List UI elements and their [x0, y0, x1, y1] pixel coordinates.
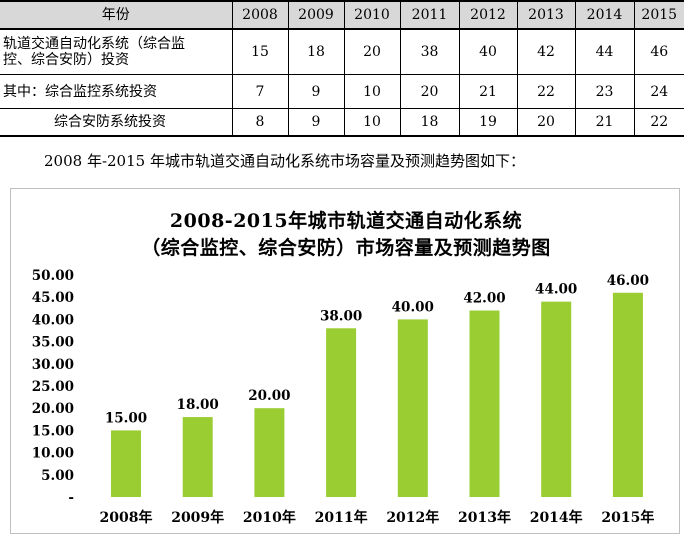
table-cell: 20	[399, 74, 460, 109]
x-tick-label: 2015年	[601, 509, 654, 526]
bar	[612, 292, 643, 497]
table-cell: 38	[399, 29, 460, 75]
bar	[182, 417, 213, 497]
x-tick-label: 2008年	[100, 509, 153, 526]
table-header-row: 年份 2008 2009 2010 2011 2012 2013 2014 20…	[0, 0, 684, 30]
table-cell: 20	[516, 108, 576, 137]
table-cell: 15	[231, 29, 289, 75]
data-label: 44.00	[535, 282, 577, 298]
table-cell: 7	[231, 74, 289, 109]
table-row-security: 综合安防系统投资 8 9 10 18 19 20 21 22	[0, 108, 684, 137]
y-tick-label: 45.00	[32, 290, 74, 306]
y-tick-label: 30.00	[32, 357, 74, 373]
bar	[111, 430, 141, 497]
y-tick-label: 40.00	[32, 312, 74, 328]
data-label: 40.00	[392, 299, 434, 315]
bar	[254, 408, 285, 497]
chart-subtitle: （综合监控、综合安防）市场容量及预测趋势图	[141, 237, 551, 259]
table-cell: 40	[458, 29, 518, 75]
table-cell: 20	[343, 29, 401, 75]
bar	[326, 328, 357, 497]
x-tick-label: 2011年	[315, 509, 368, 526]
table-cell: 9	[287, 74, 345, 109]
table-cell: 8	[231, 108, 289, 137]
header-year: 2009	[287, 0, 345, 30]
investment-table: 年份 2008 2009 2010 2011 2012 2013 2014 20…	[0, 0, 684, 137]
table-cell: 18	[399, 108, 460, 137]
table-cell: 23	[574, 74, 635, 109]
header-year: 2014	[574, 0, 635, 30]
row-label-security: 综合安防系统投资	[0, 108, 233, 137]
y-tick-label: 50.00	[32, 268, 74, 284]
table-cell: 9	[287, 108, 345, 137]
table-cell: 22	[516, 74, 576, 109]
x-tick-label: 2009年	[171, 509, 224, 526]
chart-plot-area: - 5.00 10.00 15.00 20.00 25.00 30.00 35.00 40.00…	[32, 268, 655, 526]
header-year-label: 年份	[0, 0, 233, 30]
y-tick-label: 20.00	[32, 401, 74, 417]
table-cell: 18	[287, 29, 345, 75]
x-tick-label: 2014年	[530, 509, 583, 526]
bar	[397, 319, 428, 497]
bar	[469, 310, 500, 497]
data-label: 42.00	[463, 291, 505, 307]
table-cell: 46	[633, 29, 684, 75]
data-label: 20.00	[248, 388, 290, 404]
row-label-line: 轨道交通自动化系统（综合监	[3, 36, 185, 52]
header-year: 2015	[633, 0, 684, 30]
header-year: 2013	[516, 0, 576, 30]
table-row-total: 轨道交通自动化系统（综合监 控、综合安防）投资 15 18 20 38 40 4…	[0, 29, 684, 75]
bar-chart: 2008-2015年城市轨道交通自动化系统 （综合监控、综合安防）市场容量及预测…	[10, 188, 680, 534]
table-cell: 10	[343, 108, 401, 137]
table-cell: 19	[458, 108, 518, 137]
table-cell: 24	[633, 74, 684, 109]
row-label-line: 控、综合安防）投资	[3, 52, 129, 68]
header-year: 2010	[343, 0, 401, 30]
table-row-monitoring: 其中：综合监控系统投资 7 9 10 20 21 22 23 24	[0, 74, 684, 109]
table-cell: 10	[343, 74, 401, 109]
data-label: 18.00	[177, 397, 219, 413]
y-tick-label: 25.00	[32, 379, 74, 395]
chart-title: 2008-2015年城市轨道交通自动化系统	[169, 210, 523, 232]
y-tick-label: 15.00	[32, 423, 74, 439]
table-cell: 21	[574, 108, 635, 137]
x-tick-label: 2010年	[243, 509, 296, 526]
x-tick-label: 2012年	[386, 509, 439, 526]
data-label: 15.00	[105, 410, 147, 426]
x-tick-label: 2013年	[458, 509, 511, 526]
header-year: 2008	[231, 0, 289, 30]
header-year: 2012	[458, 0, 518, 30]
y-tick-label: 10.00	[32, 446, 74, 462]
row-label-monitoring: 其中：综合监控系统投资	[0, 74, 233, 109]
table-cell: 42	[516, 29, 576, 75]
row-label-total: 轨道交通自动化系统（综合监 控、综合安防）投资	[0, 29, 233, 75]
y-tick-label: -	[68, 490, 74, 506]
data-label: 46.00	[607, 273, 649, 289]
y-tick-label: 35.00	[32, 335, 74, 351]
header-year: 2011	[399, 0, 460, 30]
chart-caption: 2008 年-2015 年城市轨道交通自动化系统市场容量及预测趋势图如下：	[44, 152, 525, 170]
table-cell: 44	[574, 29, 635, 75]
table-cell: 21	[458, 74, 518, 109]
data-label: 38.00	[320, 308, 362, 324]
bar	[541, 301, 572, 497]
table-cell: 22	[633, 108, 684, 137]
y-tick-label: 5.00	[41, 468, 74, 484]
